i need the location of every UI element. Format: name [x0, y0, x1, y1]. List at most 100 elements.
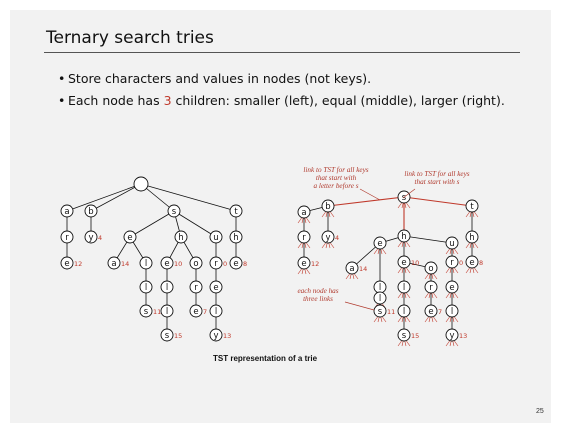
null-link-stub: [382, 316, 387, 323]
slide-title: Ternary search tries: [46, 28, 214, 48]
node-circle: [139, 304, 153, 318]
null-link-stub: [328, 211, 331, 218]
title-divider: [44, 52, 520, 53]
annotation-three-line1: each node has: [297, 287, 338, 295]
null-link-stub: [469, 267, 472, 274]
node-char: y: [88, 233, 93, 243]
tree-edge: [403, 196, 473, 207]
node-char: r: [302, 233, 306, 243]
null-link-stub: [404, 267, 407, 274]
annotations: link to TST for all keys that start with…: [297, 166, 470, 311]
null-link-stub: [306, 217, 311, 224]
node-circle: [209, 328, 223, 342]
null-link-stub: [304, 242, 307, 249]
tree-node: r: [424, 280, 438, 294]
null-link-stub: [325, 242, 328, 249]
tree-node: e: [373, 236, 387, 250]
null-link-stub: [397, 267, 402, 274]
node-circle: [189, 304, 203, 318]
node-circle: [445, 328, 459, 342]
node-value: 11: [153, 308, 161, 316]
null-link-stub: [465, 242, 470, 249]
node-circle: [160, 304, 174, 318]
node-char: a: [301, 208, 306, 218]
tree-node: l: [397, 280, 411, 294]
node-value: 13: [223, 332, 231, 340]
null-link-stub: [397, 292, 402, 299]
node-char: y: [325, 233, 330, 243]
node-circle: [209, 230, 223, 244]
null-link-stub: [452, 292, 455, 299]
null-link-stub: [380, 248, 383, 255]
bullet-text-pre: Each node has: [68, 93, 164, 108]
null-link-stub: [301, 268, 304, 275]
node-char: r: [214, 259, 218, 269]
tree-node: e 12: [60, 256, 82, 270]
node-char: a: [349, 264, 354, 274]
tree-node: u: [445, 236, 459, 250]
null-link-stub: [401, 202, 404, 209]
annotation-arrow-three: [344, 301, 375, 311]
tree-edge: [129, 210, 175, 238]
node-circle: [60, 204, 74, 218]
node-circle: [60, 256, 74, 270]
node-char: s: [378, 307, 383, 317]
tree-node: o: [424, 261, 438, 275]
tree-node: h: [465, 230, 479, 244]
null-link-stub: [401, 267, 404, 274]
tree-edge: [403, 235, 453, 244]
null-link-stub: [424, 292, 429, 299]
null-link-stub: [306, 268, 311, 275]
tree-node: s 15: [160, 328, 182, 342]
annotation-less-line3: a letter before s: [313, 182, 358, 190]
null-link-stub: [330, 242, 335, 249]
node-char: o: [428, 264, 433, 274]
node-char: e: [193, 307, 198, 317]
null-link-stub: [404, 340, 407, 347]
null-link-stub: [301, 242, 304, 249]
null-link-stub: [406, 292, 411, 299]
null-link-stub: [445, 316, 450, 323]
node-char: s: [165, 331, 170, 341]
null-link-stub: [301, 217, 304, 224]
node-char: e: [401, 258, 406, 268]
tree-node: h: [174, 230, 188, 244]
node-circle: [84, 204, 98, 218]
null-link-stub: [452, 316, 455, 323]
node-char: e: [127, 233, 132, 243]
node-char: s: [144, 307, 149, 317]
node-value: 14: [359, 265, 367, 273]
node-char: y: [213, 331, 218, 341]
node-circle: [209, 280, 223, 294]
node-circle: [123, 230, 137, 244]
null-link-stub: [452, 248, 455, 255]
null-link-stub: [474, 211, 479, 218]
node-char: b: [325, 202, 330, 212]
node-char: b: [88, 207, 93, 217]
annotation-three-line2: three links: [303, 295, 333, 303]
node-value: 7: [438, 308, 442, 316]
node-char: e: [449, 283, 454, 293]
annotation-equal-line1: link to TST for all keys: [404, 170, 469, 178]
node-circle: [189, 280, 203, 294]
tree-node: b: [84, 204, 98, 218]
null-link-stub: [397, 241, 402, 248]
null-link-stub: [472, 267, 475, 274]
bullet-item: • Each node has 3 children: smaller (left…: [58, 93, 505, 108]
bullet-dot: •: [58, 71, 66, 86]
node-char: u: [213, 233, 218, 243]
node-char: r: [450, 258, 454, 268]
node-value: 0: [223, 260, 227, 268]
node-char: y: [449, 331, 454, 341]
node-circle: [229, 204, 243, 218]
node-circle: [229, 230, 243, 244]
null-link-stub: [406, 340, 411, 347]
node-value: 15: [411, 332, 419, 340]
node-char: e: [377, 239, 382, 249]
tree-node: e 10: [397, 255, 419, 269]
node-circle: [424, 304, 438, 318]
node-circle: [84, 230, 98, 244]
node-value: 10: [174, 260, 182, 268]
